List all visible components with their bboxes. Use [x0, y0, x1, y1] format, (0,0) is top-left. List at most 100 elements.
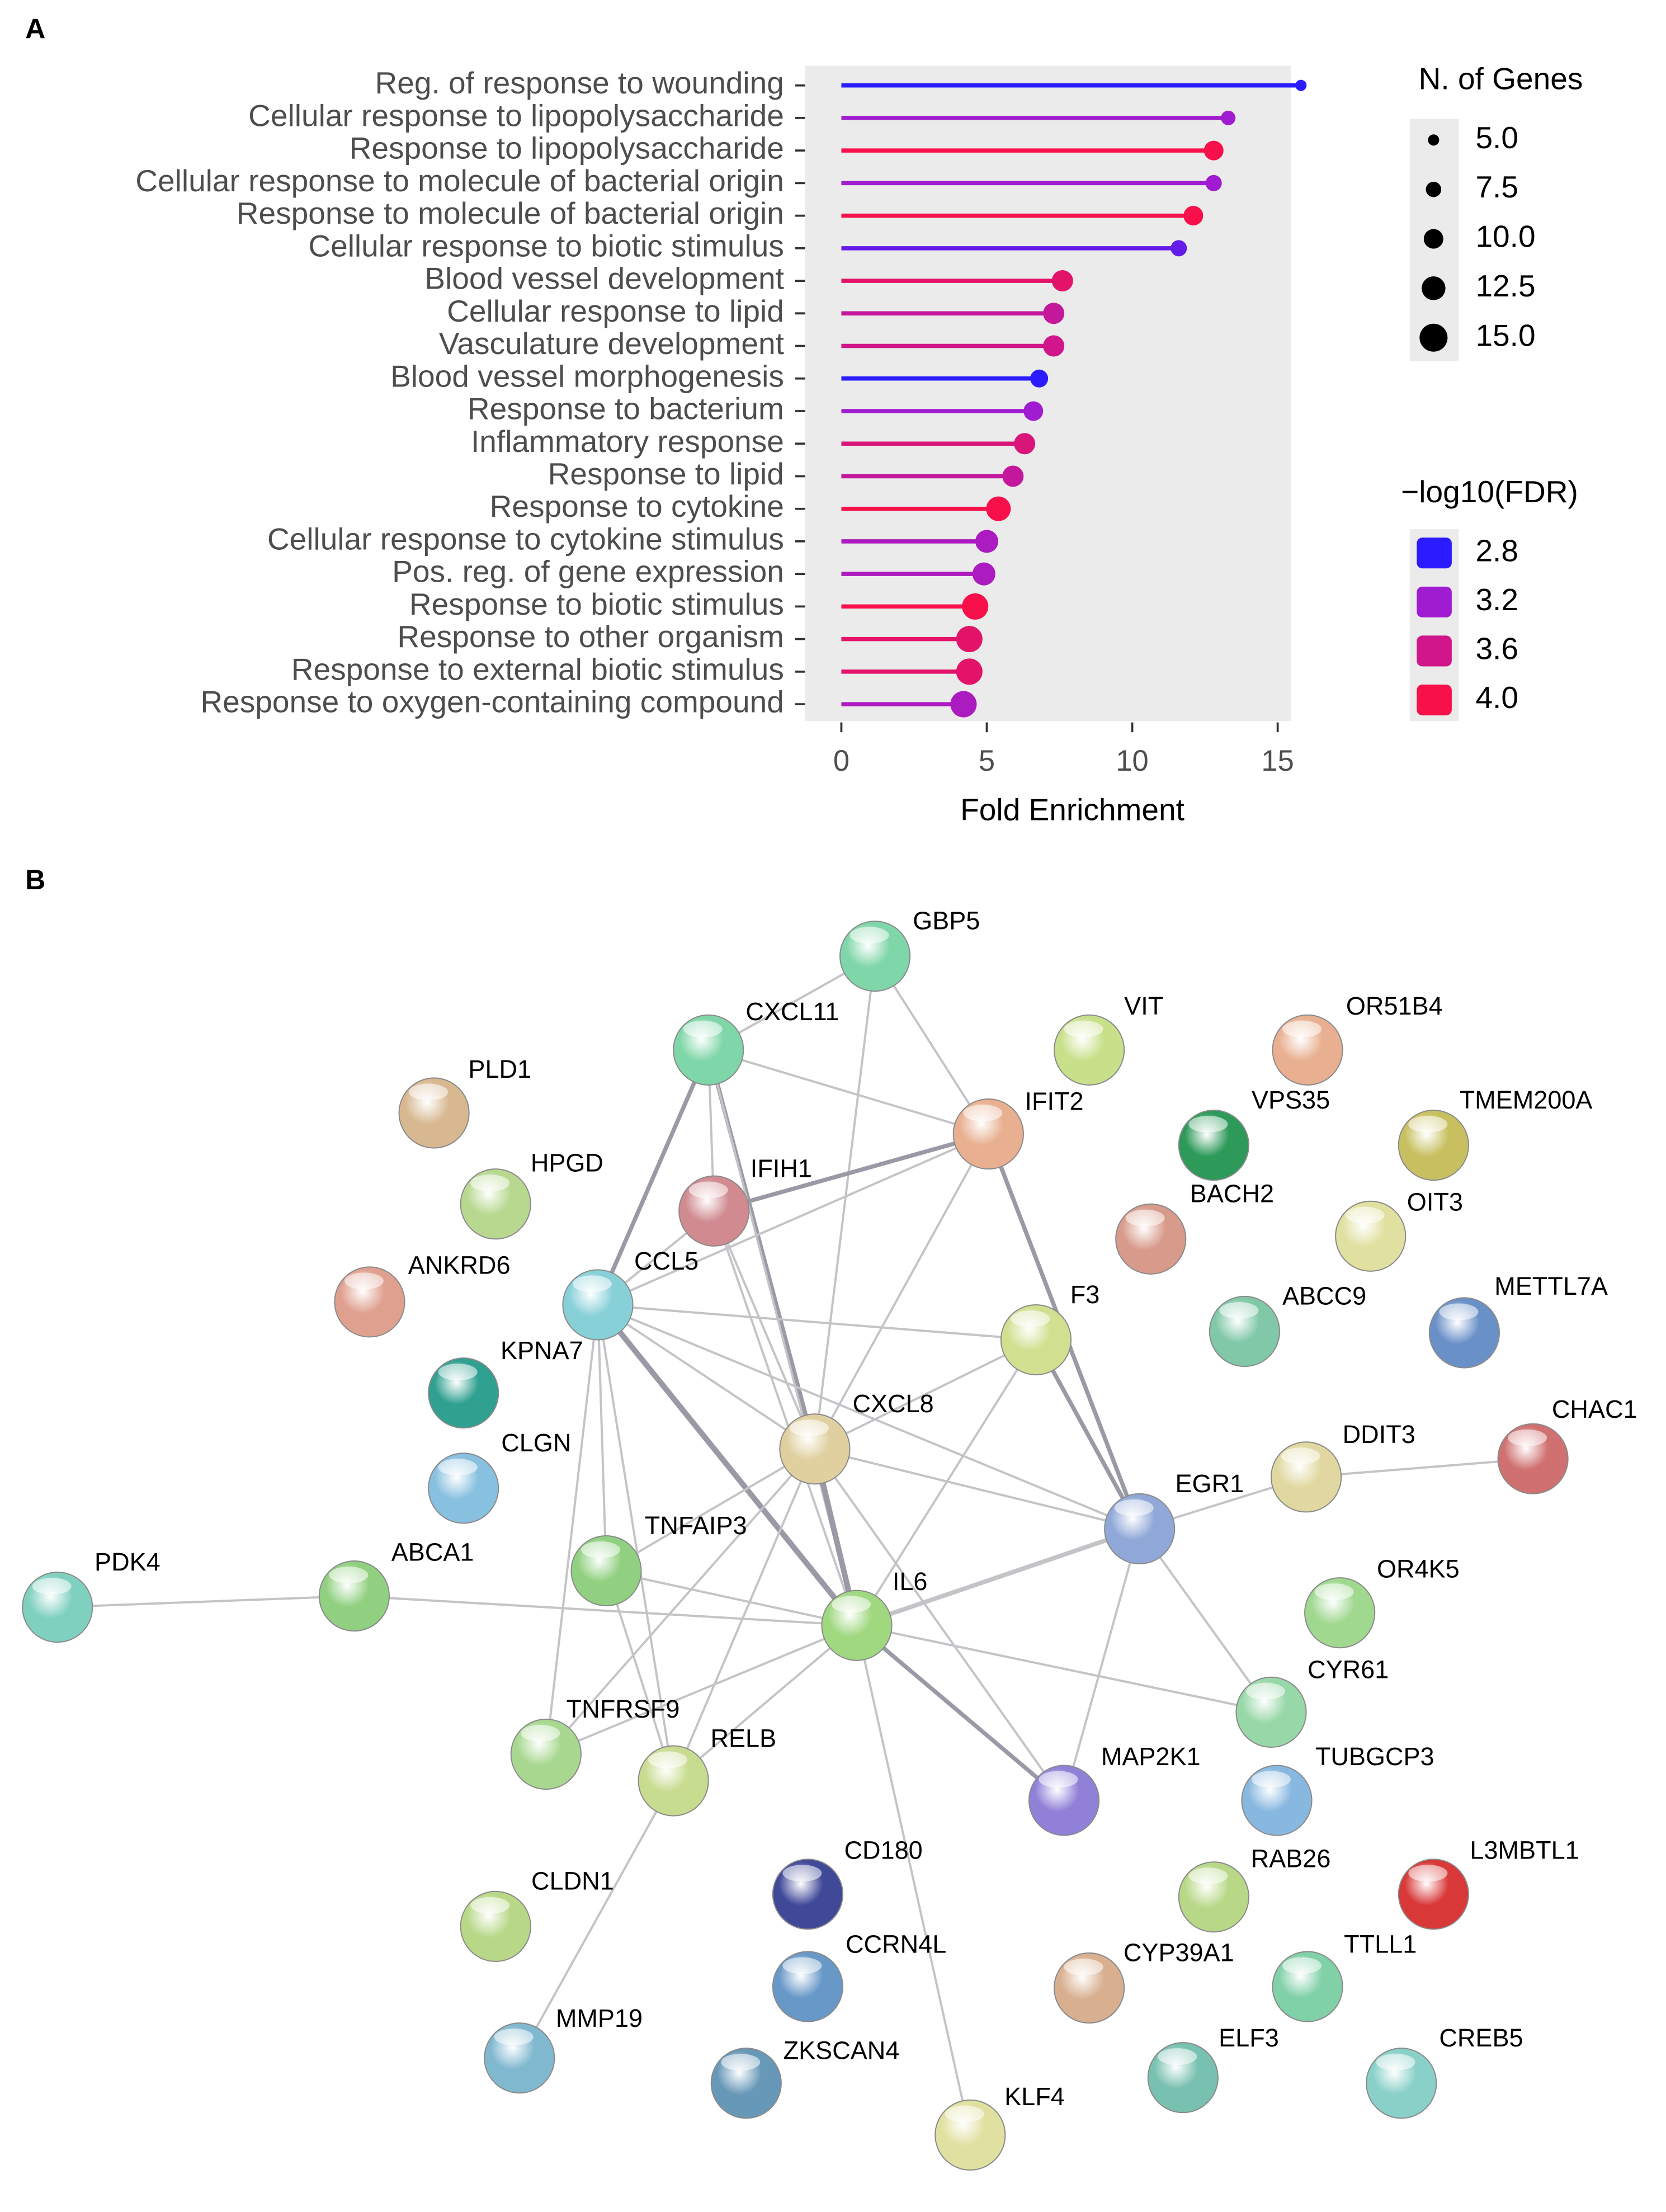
node-label: ABCA1 [391, 1537, 474, 1566]
node-highlight [782, 1957, 822, 1974]
size-legend-label: 5.0 [1475, 120, 1518, 155]
node-highlight [1039, 1771, 1078, 1788]
edge [545, 1624, 857, 1756]
node-label: EGR1 [1176, 1469, 1244, 1498]
panel-label: A [25, 13, 45, 44]
edge [712, 1210, 816, 1450]
node-highlight [470, 1175, 510, 1192]
node-highlight [648, 1751, 688, 1768]
edge [597, 1304, 816, 1450]
lollipop-dot [1043, 303, 1065, 324]
node-label: IFIT2 [1025, 1087, 1083, 1115]
panel-label: B [25, 864, 45, 895]
edge [1306, 1458, 1533, 1478]
color-legend-key [1417, 635, 1452, 667]
edge [813, 956, 876, 1450]
node-label: IL6 [893, 1567, 928, 1596]
size-legend-label: 12.5 [1475, 268, 1535, 303]
node-label: DDIT3 [1343, 1420, 1415, 1449]
node-highlight [409, 1083, 449, 1101]
edge [597, 1133, 989, 1306]
node-highlight [344, 1272, 384, 1290]
node-highlight [1064, 1958, 1103, 1975]
node-label: KPNA7 [501, 1336, 583, 1365]
category-label: Cellular response to cytokine stimulus [267, 521, 784, 556]
x-tick-label: 0 [833, 744, 849, 777]
lollipop-dot [1295, 79, 1307, 91]
color-legend-key [1417, 537, 1452, 569]
node-highlight [688, 1181, 728, 1199]
color-legend-label: 3.6 [1475, 631, 1518, 666]
category-label: Cellular response to molecule of bacteri… [135, 163, 784, 198]
edge [596, 1304, 607, 1571]
node-highlight [572, 1275, 612, 1293]
lollipop-dot [1171, 240, 1187, 257]
edge [855, 1624, 1065, 1802]
category-label: Blood vessel morphogenesis [390, 359, 784, 393]
edge [596, 1303, 859, 1628]
edge [814, 1133, 990, 1450]
node-label: CLDN1 [531, 1867, 614, 1895]
size-legend-label: 7.5 [1475, 169, 1518, 204]
edge [856, 1526, 1140, 1628]
node-label: HPGD [531, 1149, 603, 1177]
size-legend-key [1423, 229, 1443, 249]
lollipop-dot [1183, 206, 1204, 226]
category-label: Response to molecule of bacterial origin [237, 196, 784, 230]
edge [856, 1339, 1037, 1626]
node-label: CLGN [501, 1428, 571, 1457]
lollipop-dot [1023, 401, 1044, 421]
node-label: VPS35 [1252, 1086, 1330, 1114]
node-highlight [963, 1104, 1003, 1122]
size-legend-key [1426, 181, 1442, 197]
lollipop-dot [972, 562, 995, 586]
node-label: MAP2K1 [1101, 1742, 1201, 1771]
node-label: ZKSCAN4 [784, 2036, 900, 2065]
node-label: GBP5 [913, 906, 980, 935]
category-label: Response to oxygen-containing compound [200, 685, 784, 719]
category-label: Response to external biotic stimulus [291, 652, 784, 686]
node-label: CCL5 [634, 1247, 699, 1275]
node-label: RAB26 [1251, 1845, 1331, 1873]
node-highlight [1345, 1206, 1385, 1224]
edge [814, 1338, 1037, 1450]
node-highlight [32, 1578, 72, 1595]
node-label: BACH2 [1190, 1180, 1274, 1208]
node-highlight [1439, 1303, 1479, 1320]
node-highlight [849, 927, 889, 944]
node-highlight [1281, 1447, 1320, 1465]
edge [1063, 1528, 1141, 1801]
node-highlight [1188, 1116, 1228, 1133]
node-label: ANKRD6 [408, 1251, 511, 1279]
color-legend-label: 2.8 [1475, 533, 1518, 568]
size-legend-label: 15.0 [1475, 318, 1535, 352]
color-legend-label: 3.2 [1475, 582, 1518, 617]
edge [605, 1448, 815, 1572]
node-label: L3MBTL1 [1470, 1836, 1579, 1865]
category-label: Inflammatory response [471, 424, 784, 459]
edge [545, 1304, 599, 1754]
lollipop-dot [1043, 335, 1065, 357]
node-highlight [580, 1541, 621, 1559]
node-label: OIT3 [1407, 1188, 1463, 1216]
edge [1139, 1528, 1272, 1713]
node-label: CCRN4L [846, 1930, 946, 1958]
edge [354, 1595, 857, 1627]
lollipop-dot [950, 691, 977, 718]
node-highlight [1064, 1020, 1103, 1037]
category-label: Reg. of response to wounding [375, 65, 784, 100]
node-label: VIT [1124, 992, 1163, 1020]
node-highlight [1251, 1771, 1291, 1788]
node-highlight [1408, 1865, 1448, 1882]
x-axis-title: Fold Enrichment [960, 792, 1184, 827]
node-label: CYP39A1 [1124, 1938, 1234, 1966]
edge [708, 1049, 989, 1135]
node-highlight [1376, 2054, 1415, 2071]
edge [672, 1624, 858, 1782]
lollipop-dot [986, 496, 1011, 521]
node-label: TNFAIP3 [645, 1511, 747, 1540]
edge [518, 1780, 674, 2059]
lollipop-dot [1030, 369, 1049, 388]
